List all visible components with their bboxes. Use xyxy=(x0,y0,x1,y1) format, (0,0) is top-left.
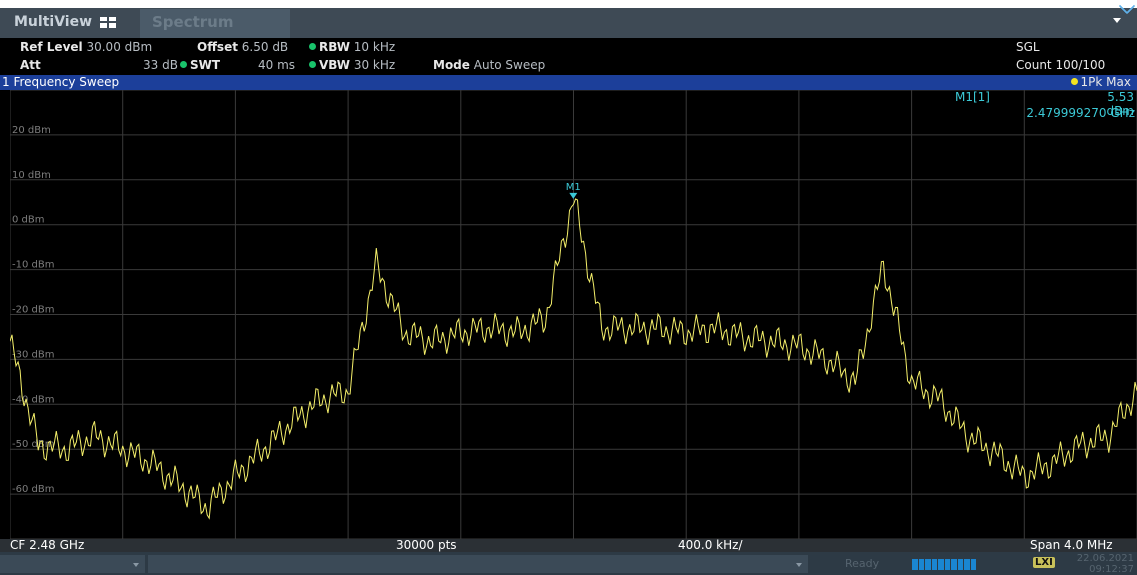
param-row-1: Ref Level 30.00 dBm Offset 6.50 dB RBW 1… xyxy=(0,38,1137,56)
center-frequency[interactable]: CF 2.48 GHz xyxy=(10,538,85,552)
title-bar: MultiView Spectrum xyxy=(0,0,1137,38)
param-row-2: Att 33 dB SWT 40 ms VBW 30 kHz Mode Auto… xyxy=(0,56,1137,74)
y-axis-label: 10 dBm xyxy=(12,170,51,181)
trace-line xyxy=(9,198,1137,520)
chevron-down-icon[interactable] xyxy=(1113,18,1121,23)
att-value[interactable]: 33 dB xyxy=(143,58,178,72)
marker-label: M1 xyxy=(566,182,581,193)
status-bar: Ready LXI 22.06.2021 09:12:37 xyxy=(0,552,1137,575)
y-axis-labels: 20 dBm 10 dBm 0 dBm -10 dBm -20 dBm -30 dBm -4… xyxy=(12,125,54,495)
tab-multiview-label: MultiView xyxy=(14,14,93,30)
y-axis-label: -60 dBm xyxy=(12,484,54,495)
status-dropdown-caret-icon xyxy=(133,563,139,567)
vbw-label: VBW xyxy=(319,58,351,72)
ref-level-label: Ref Level xyxy=(20,40,83,54)
status-ready: Ready xyxy=(845,557,880,570)
rbw-status-dot xyxy=(309,43,316,50)
status-date: 22.06.2021 xyxy=(1076,553,1134,564)
sweep-progress-bar xyxy=(912,559,976,570)
vbw-status-dot xyxy=(309,61,316,68)
y-axis-label: -20 dBm xyxy=(12,305,54,316)
grid-lines xyxy=(9,89,1137,540)
lxi-icon[interactable]: LXI xyxy=(1033,557,1055,568)
y-axis-label: 20 dBm xyxy=(12,125,51,136)
sgl-indicator: SGL xyxy=(1016,40,1040,54)
window-header: 1 Frequency Sweep 1Pk Max xyxy=(0,75,1137,90)
trace-dot-icon xyxy=(1070,78,1078,85)
date-time: 22.06.2021 09:12:37 xyxy=(1072,553,1134,575)
marker-readout-level: 5.53 dBm xyxy=(1106,90,1134,118)
offset-value[interactable]: 6.50 dB xyxy=(241,40,289,54)
footer-bar: CF 2.48 GHz 30000 pts 400.0 kHz/ Span 4.… xyxy=(0,538,1137,552)
offset-label: Offset xyxy=(197,40,238,54)
status-message-field[interactable] xyxy=(148,555,808,573)
mode-value[interactable]: Auto Sweep xyxy=(473,58,546,72)
tab-spectrum[interactable]: Spectrum xyxy=(140,9,290,38)
ref-level-value[interactable]: 30.00 dBm xyxy=(86,40,153,54)
spectrum-plot[interactable]: 20 dBm 10 dBm 0 dBm -10 dBm -20 dBm -30 dBm -4… xyxy=(9,89,1137,540)
marker-readout-name: M1[1] xyxy=(955,90,990,104)
vbw-value[interactable]: 30 kHz xyxy=(353,58,396,72)
rbw-value[interactable]: 10 kHz xyxy=(353,40,396,54)
frequency-span[interactable]: Span 4.0 MHz xyxy=(1030,538,1113,552)
mode-label: Mode xyxy=(433,58,470,72)
frequency-per-division: 400.0 kHz/ xyxy=(678,538,743,552)
y-axis-label: -40 dBm xyxy=(12,394,54,405)
sweep-points: 30000 pts xyxy=(396,538,457,552)
status-time: 09:12:37 xyxy=(1089,564,1134,575)
marker-readout-freq: 2.479999270 GHz xyxy=(1026,106,1135,120)
spectrum-svg: 20 dBm 10 dBm 0 dBm -10 dBm -20 dBm -30 dBm -4… xyxy=(9,89,1137,540)
trace-label: 1Pk Max xyxy=(1080,75,1131,89)
att-label: Att xyxy=(20,58,41,72)
trace-indicator[interactable]: 1Pk Max xyxy=(1070,75,1131,89)
y-axis-label: 0 dBm xyxy=(12,215,45,226)
swt-value[interactable]: 40 ms xyxy=(258,58,296,72)
y-axis-label: -30 dBm xyxy=(12,349,54,360)
status-dropdown[interactable] xyxy=(0,555,145,573)
tab-multiview[interactable]: MultiView xyxy=(8,11,122,33)
window-title: 1 Frequency Sweep xyxy=(2,75,120,89)
message-dropdown-caret-icon xyxy=(796,563,802,567)
sweep-count: Count 100/100 xyxy=(1016,58,1106,72)
marker-triangle-icon xyxy=(569,192,578,199)
y-axis-label: -10 dBm xyxy=(12,260,54,271)
swt-label: SWT xyxy=(190,58,221,72)
rbw-label: RBW xyxy=(319,40,350,54)
top-strip xyxy=(0,0,1137,8)
swt-status-dot xyxy=(180,61,187,68)
multiview-grid-icon xyxy=(100,16,117,28)
y-axis-label: -50 dBm xyxy=(12,439,54,450)
